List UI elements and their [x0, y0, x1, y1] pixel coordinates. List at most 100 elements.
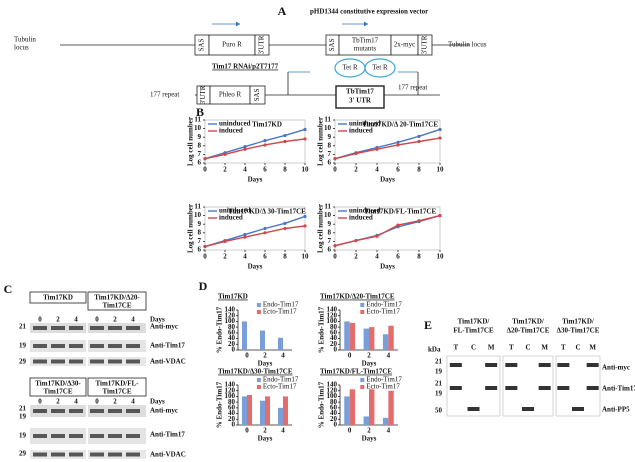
y-tick-label: 11: [194, 116, 201, 124]
bar: [241, 321, 247, 350]
point: [243, 235, 247, 239]
x-tick-label: 0: [333, 166, 337, 174]
x-axis-label: Days: [248, 263, 263, 271]
legend-swatch: [256, 378, 261, 382]
y-tick-label: 11: [194, 203, 201, 211]
y-tick-label: 0: [334, 421, 338, 429]
plot-frame: [204, 206, 306, 251]
blot-title: Tim17KD/: [458, 318, 491, 326]
point: [438, 127, 442, 132]
y-tick-label: 7: [198, 150, 202, 158]
chart-title: Tim17KD: [218, 293, 248, 301]
blot-band: [33, 326, 47, 330]
lane-label: 0: [38, 316, 42, 324]
x-tick-label: 6: [396, 166, 400, 174]
panel-label: C: [4, 282, 13, 296]
box-label: 2x-myc: [394, 41, 415, 49]
y-axis-label: % Endo-Tim17: [216, 381, 224, 428]
point: [417, 139, 421, 144]
blot-band: [449, 363, 462, 367]
legend-swatch: [360, 303, 365, 307]
kda-label: kDa: [428, 346, 441, 354]
blot-band: [126, 359, 140, 364]
blot-band: [33, 452, 47, 457]
series-line: [334, 137, 441, 160]
y-tick-label: 80: [330, 323, 338, 331]
chart-title: Tim17KD/Δ 20-Tim17CE: [362, 121, 438, 129]
legend-label: Ecto-Tim17: [366, 383, 400, 391]
blot-title: Tim17KD/: [512, 318, 545, 326]
lane-label: 2: [113, 316, 117, 324]
legend-swatch: [360, 385, 365, 389]
bar: [388, 325, 394, 350]
lane-label: M: [541, 344, 548, 352]
bar: [247, 395, 253, 425]
y-tick-label: 80: [228, 323, 236, 331]
construct-box: [417, 34, 433, 56]
bar: [363, 328, 369, 350]
x-tick-label: 6: [263, 253, 267, 261]
blot-band: [33, 409, 47, 413]
y-axis-label: Log cell number: [187, 204, 195, 253]
series-line: [204, 225, 306, 248]
chart-title: Tim17KD/FL-Tim17CE: [320, 368, 392, 376]
x-tick-label: 4: [281, 352, 285, 360]
x-tick-label: 0: [348, 427, 352, 435]
point: [283, 226, 287, 231]
repeat-label: 177 repeat: [398, 84, 427, 92]
series-line: [204, 128, 306, 160]
y-tick-label: 7: [328, 237, 332, 245]
antibody-label: Anti-myc: [150, 407, 178, 415]
x-tick-label: 2: [263, 427, 267, 435]
point: [396, 140, 400, 144]
y-tick-label: 60: [330, 328, 338, 336]
bar: [363, 416, 369, 425]
chart-title: Tim17KD/Δ30-Tim17CE: [218, 368, 293, 376]
legend-label: uninduced: [349, 207, 381, 215]
x-axis-label: Days: [380, 176, 395, 184]
point: [417, 134, 421, 138]
y-tick-label: 10: [194, 211, 202, 219]
x-tick-label: 10: [437, 253, 445, 261]
x-tick-label: 10: [302, 166, 310, 174]
x-tick-label: 10: [437, 166, 445, 174]
bar: [344, 396, 350, 425]
bar: [382, 417, 389, 425]
legend-label: uninduced: [219, 207, 251, 215]
y-tick-label: 40: [228, 409, 236, 417]
blot-band: [126, 409, 140, 413]
x-tick-label: 0: [203, 253, 207, 261]
box-label: mutants: [354, 45, 376, 53]
lane-label: C: [575, 344, 580, 352]
point: [263, 231, 267, 235]
legend-label: induced: [219, 127, 243, 135]
blot-title: Δ30-Tim17CE: [557, 327, 600, 335]
series-line: [204, 138, 306, 160]
legend-label: Endo-Tim17: [366, 376, 402, 384]
kda-marker: 19: [19, 413, 27, 421]
blot-band: [485, 386, 498, 390]
legend-label: Endo-Tim17: [263, 301, 299, 309]
blot-band: [90, 409, 104, 413]
legend-label: Ecto-Tim17: [263, 308, 297, 316]
legend-label: Endo-Tim17: [263, 376, 299, 384]
y-tick-label: 8: [198, 141, 202, 149]
y-tick-label: 11: [324, 203, 331, 211]
x-tick-label: 4: [243, 253, 247, 261]
chart-title: Tim17 KD/Δ 30-Tim17CE: [228, 208, 306, 216]
x-axis-label: Days: [258, 360, 273, 368]
blot-band: [69, 359, 83, 364]
blot-title: Tim17KD: [43, 294, 73, 302]
kda-marker: 21: [435, 358, 443, 366]
blot-band: [126, 452, 140, 457]
x-tick-label: 0: [245, 427, 249, 435]
y-tick-label: 10: [194, 124, 202, 132]
x-tick-label: 6: [263, 166, 267, 174]
legend-label: induced: [219, 214, 243, 222]
blot-band: [33, 344, 47, 348]
lane-label: T: [509, 344, 514, 352]
y-tick-label: 100: [225, 317, 236, 325]
x-tick-label: 8: [283, 166, 287, 174]
blot-band: [126, 344, 140, 348]
